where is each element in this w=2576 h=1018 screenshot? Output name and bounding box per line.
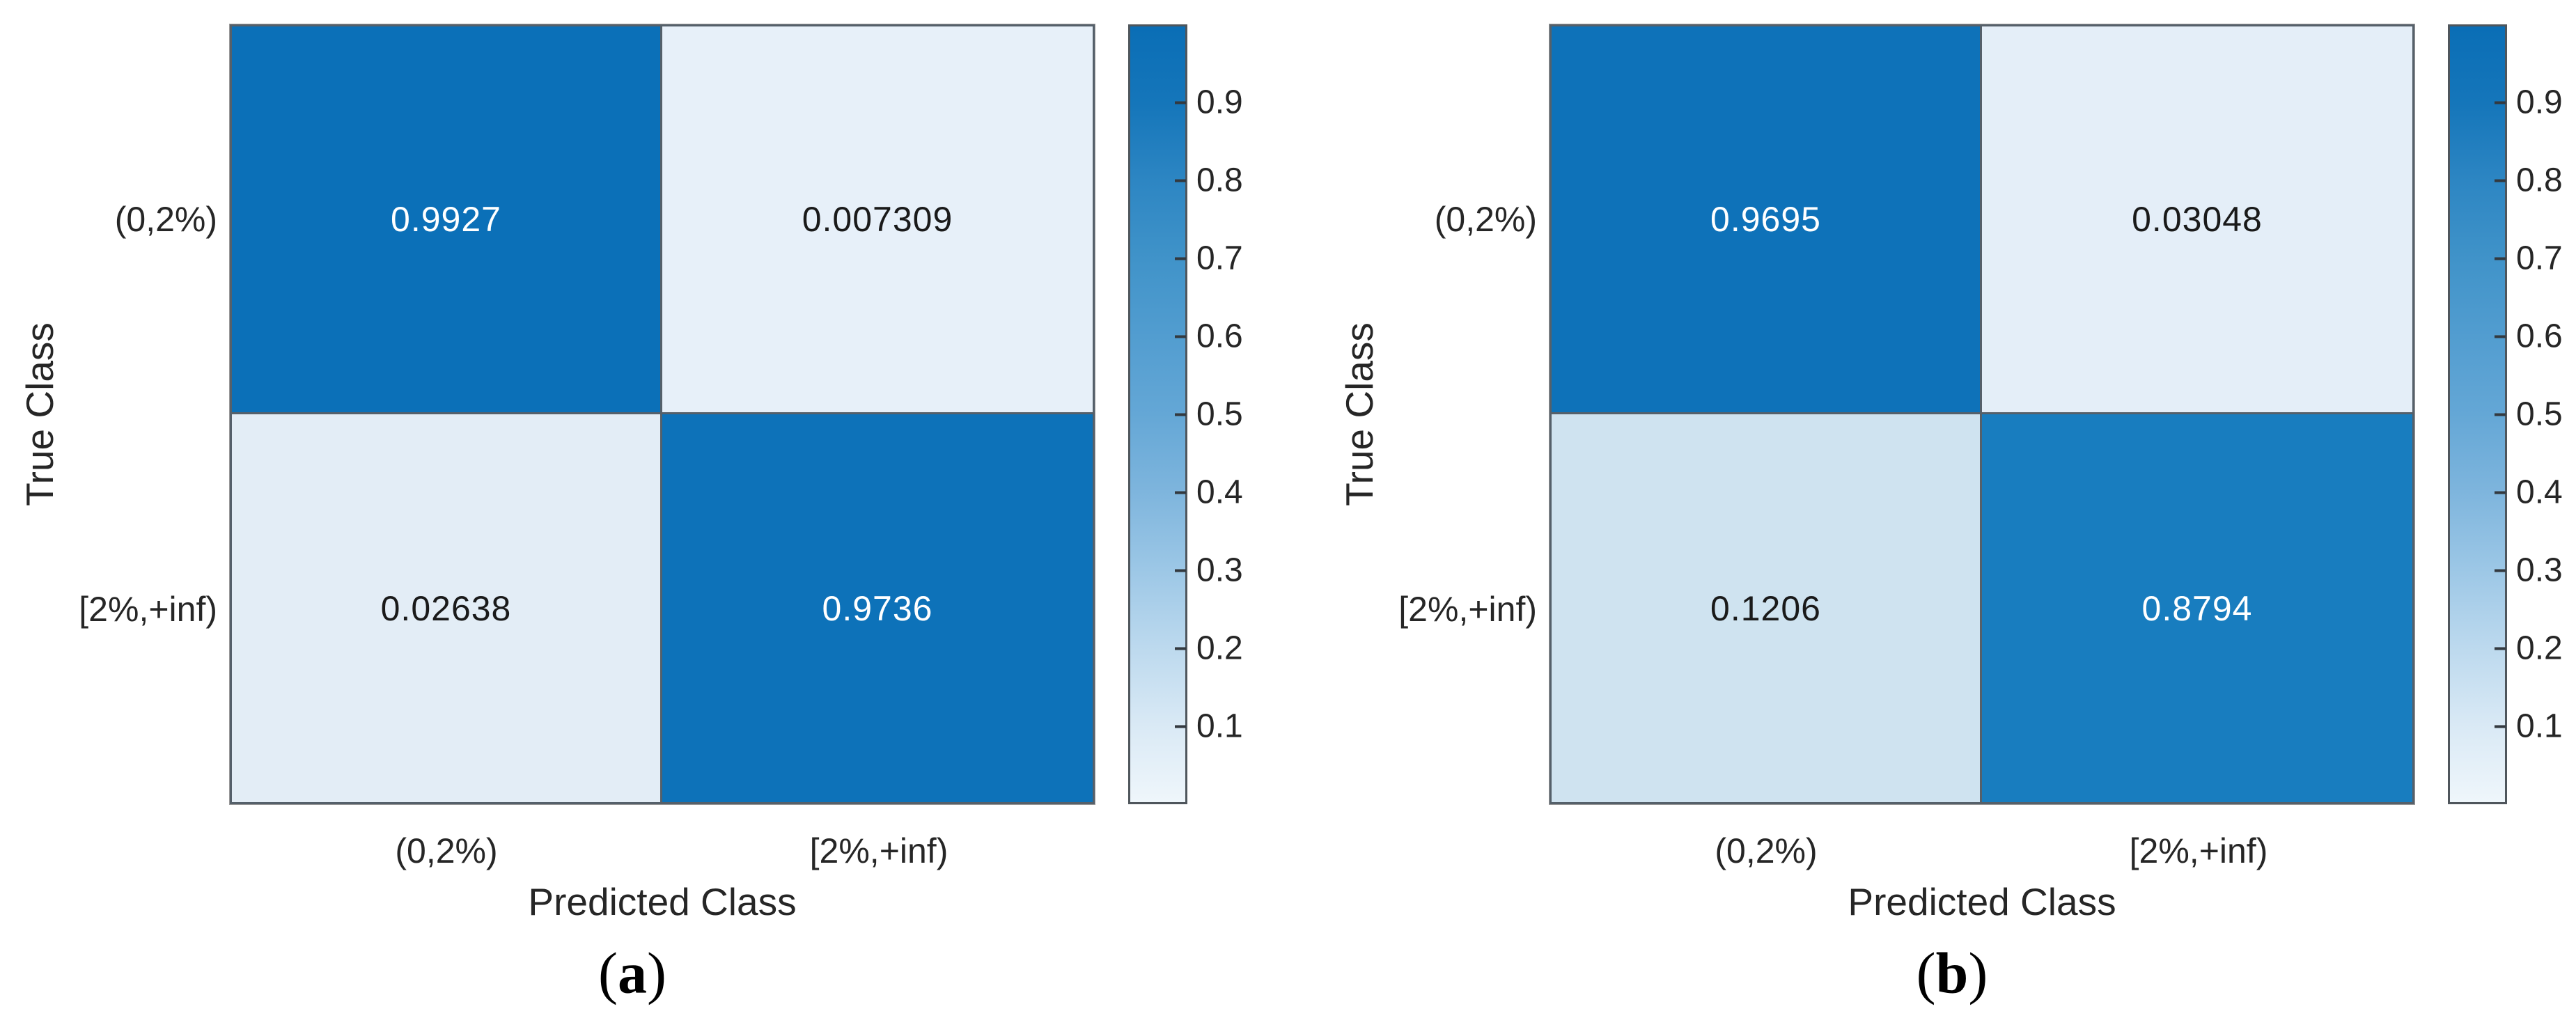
colorbar-tick-label: 0.5	[2516, 396, 2563, 433]
colorbar-tick: 0.1	[2495, 707, 2563, 746]
cell-true1-pred1: 0.9736	[662, 414, 1093, 802]
cell-true1-pred0: 0.02638	[232, 414, 662, 802]
cell-value: 0.9927	[391, 200, 501, 239]
confusion-matrix-a: 0.9927 0.007309 0.02638 0.9736	[230, 24, 1095, 804]
row-label-2pct-inf: [2%,+inf)	[1398, 590, 1537, 629]
colorbar-tick-label: 0.9	[2516, 84, 2563, 121]
caption-letter: b	[1935, 941, 1969, 1006]
panel-a: True Class (0,2%) [2%,+inf) 0.9927 0.007…	[0, 0, 1256, 1018]
tick-mark-icon	[1175, 101, 1186, 104]
colorbar-tick: 0.9	[1175, 84, 1243, 122]
confusion-matrix-b: 0.9695 0.03048 0.1206 0.8794	[1549, 24, 2414, 804]
y-axis-label: True Class	[1338, 322, 1381, 506]
colorbar-tick-label: 0.2	[1196, 629, 1243, 667]
cell-value: 0.03048	[2132, 200, 2263, 239]
colorbar-tick: 0.3	[2495, 551, 2563, 590]
colorbar-tick-label: 0.7	[2516, 240, 2563, 277]
caption-paren: (	[598, 941, 618, 1006]
colorbar-tick: 0.1	[1175, 707, 1243, 746]
tick-mark-icon	[2495, 491, 2506, 494]
colorbar-tick-label: 0.6	[1196, 318, 1243, 355]
colorbar-tick: 0.7	[1175, 240, 1243, 278]
colorbar-tick: 0.5	[2495, 396, 2563, 434]
cell-true0-pred1: 0.03048	[1982, 26, 2412, 414]
cell-true0-pred0: 0.9695	[1552, 26, 1982, 414]
row-label-2pct-inf: [2%,+inf)	[79, 590, 217, 629]
subfigure-caption-a: (a)	[598, 940, 666, 1008]
tick-mark-icon	[2495, 335, 2506, 338]
colorbar-tick: 0.6	[1175, 318, 1243, 356]
colorbar-tick: 0.9	[2495, 84, 2563, 122]
cell-value: 0.007309	[802, 200, 953, 239]
tick-mark-icon	[2495, 647, 2506, 650]
colorbar-tick-label: 0.6	[2516, 318, 2563, 355]
y-axis-label: True Class	[18, 322, 61, 506]
row-label-0-2pct: (0,2%)	[1434, 200, 1537, 239]
cell-true0-pred0: 0.9927	[232, 26, 662, 414]
tick-mark-icon	[1175, 413, 1186, 416]
col-label-2pct-inf: [2%,+inf)	[2129, 831, 2268, 870]
colorbar-tick-label: 0.8	[2516, 162, 2563, 199]
colorbar-tick: 0.8	[1175, 162, 1243, 200]
colorbar-tick-label: 0.1	[1196, 707, 1243, 745]
cell-true0-pred1: 0.007309	[662, 26, 1093, 414]
caption-letter: a	[618, 941, 647, 1006]
cell-value: 0.9695	[1710, 200, 1821, 239]
tick-mark-icon	[2495, 179, 2506, 182]
tick-mark-icon	[1175, 491, 1186, 494]
colorbar-tick: 0.4	[2495, 473, 2563, 512]
cell-value: 0.02638	[380, 588, 512, 628]
cell-value: 0.8794	[2141, 588, 2253, 628]
tick-mark-icon	[1175, 179, 1186, 182]
colorbar-tick-label: 0.3	[1196, 551, 1243, 589]
colorbar-tick: 0.2	[1175, 629, 1243, 668]
colorbar-tick-label: 0.4	[1196, 473, 1243, 511]
colorbar-tick: 0.3	[1175, 551, 1243, 590]
x-axis-label: Predicted Class	[1848, 880, 2116, 923]
caption-paren: (	[1916, 941, 1936, 1006]
subfigure-caption-b: (b)	[1917, 940, 1988, 1008]
colorbar-tick: 0.5	[1175, 396, 1243, 434]
colorbar-tick-label: 0.3	[2516, 551, 2563, 589]
cell-true1-pred0: 0.1206	[1552, 414, 1982, 802]
colorbar-tick-label: 0.4	[2516, 473, 2563, 511]
colorbar-tick: 0.2	[2495, 629, 2563, 668]
tick-mark-icon	[1175, 725, 1186, 728]
colorbar-tick-label: 0.9	[1196, 84, 1243, 121]
caption-paren: )	[1968, 941, 1988, 1006]
cell-true1-pred1: 0.8794	[1982, 414, 2412, 802]
tick-mark-icon	[2495, 725, 2506, 728]
colorbar-tick-label: 0.5	[1196, 396, 1243, 433]
cell-value: 0.1206	[1710, 588, 1821, 628]
colorbar-tick-label: 0.7	[1196, 240, 1243, 277]
col-label-2pct-inf: [2%,+inf)	[809, 831, 949, 870]
col-label-0-2pct: (0,2%)	[1715, 831, 1818, 870]
col-label-0-2pct: (0,2%)	[395, 831, 498, 870]
tick-mark-icon	[1175, 257, 1186, 260]
colorbar-tick: 0.7	[2495, 240, 2563, 278]
tick-mark-icon	[2495, 257, 2506, 260]
colorbar-tick: 0.8	[2495, 162, 2563, 200]
x-axis-label: Predicted Class	[528, 880, 797, 923]
tick-mark-icon	[1175, 569, 1186, 572]
cell-value: 0.9736	[822, 588, 933, 628]
colorbar-tick-label: 0.8	[1196, 162, 1243, 199]
tick-mark-icon	[2495, 101, 2506, 104]
colorbar-tick-label: 0.1	[2516, 707, 2563, 745]
colorbar-tick-label: 0.2	[2516, 629, 2563, 667]
row-label-0-2pct: (0,2%)	[114, 200, 217, 239]
caption-paren: )	[647, 941, 666, 1006]
tick-mark-icon	[1175, 647, 1186, 650]
tick-mark-icon	[2495, 569, 2506, 572]
colorbar-tick: 0.4	[1175, 473, 1243, 512]
colorbar-tick: 0.6	[2495, 318, 2563, 356]
panel-b: True Class (0,2%) [2%,+inf) 0.9695 0.030…	[1320, 0, 2576, 1018]
tick-mark-icon	[2495, 413, 2506, 416]
tick-mark-icon	[1175, 335, 1186, 338]
